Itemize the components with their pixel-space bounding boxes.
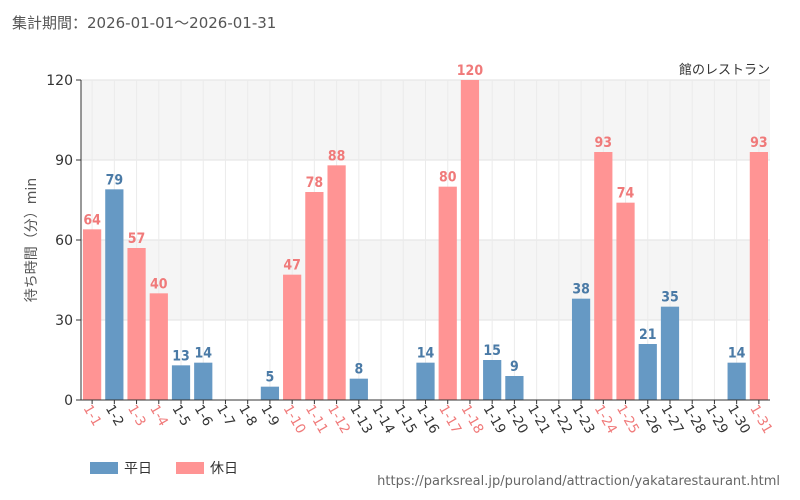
x-tick-label: 1-21	[524, 402, 553, 437]
x-tick-label: 1-4	[146, 402, 171, 429]
bar-1-27[interactable]	[660, 306, 680, 400]
data-label: 38	[572, 282, 590, 298]
bar-1-30[interactable]	[727, 362, 746, 400]
data-label: 93	[750, 135, 768, 151]
data-label: 5	[266, 370, 275, 386]
data-label: 13	[172, 348, 190, 364]
bar-1-31[interactable]	[749, 152, 768, 400]
x-tick-label: 1-13	[346, 402, 375, 437]
bar-1-12[interactable]	[327, 165, 346, 400]
bar-1-23[interactable]	[571, 298, 591, 400]
y-tick-label: 90	[55, 153, 73, 169]
x-tick-label: 1-29	[702, 402, 731, 437]
data-label: 57	[128, 231, 146, 247]
bar-1-6[interactable]	[194, 362, 213, 400]
bar-1-18[interactable]	[460, 80, 480, 400]
data-label: 14	[728, 346, 746, 362]
x-tick-label: 1-19	[480, 402, 509, 437]
x-tick-label: 1-9	[257, 402, 282, 429]
data-label: 9	[510, 359, 519, 375]
x-tick-label: 1-27	[658, 402, 687, 437]
legend-item-holiday[interactable]: 休日	[176, 458, 238, 478]
source-link[interactable]: https://parksreal.jp/puroland/attraction…	[377, 474, 780, 489]
x-tick-label: 1-14	[369, 402, 398, 437]
data-label: 64	[83, 212, 101, 228]
data-label: 15	[483, 343, 501, 359]
bar-1-5[interactable]	[171, 365, 191, 400]
data-label: 88	[328, 148, 346, 164]
bar-1-1[interactable]	[83, 229, 102, 400]
x-tick-label: 1-8	[235, 402, 260, 429]
data-label: 93	[595, 135, 613, 151]
x-tick-label: 1-3	[124, 402, 149, 429]
x-tick-label: 1-11	[302, 402, 331, 437]
legend-item-weekday[interactable]: 平日	[90, 458, 152, 478]
x-tick-label: 1-28	[680, 402, 709, 437]
data-label: 74	[617, 186, 635, 202]
x-tick-label: 1-12	[324, 402, 353, 437]
data-label: 35	[661, 290, 679, 306]
bar-1-20[interactable]	[505, 376, 524, 400]
data-label: 120	[457, 63, 484, 79]
legend-swatch-holiday	[176, 462, 204, 474]
data-label: 14	[417, 346, 435, 362]
x-tick-label: 1-22	[546, 402, 575, 437]
bar-1-13[interactable]	[349, 378, 368, 400]
x-tick-label: 1-31	[746, 402, 775, 437]
bar-1-10[interactable]	[283, 274, 302, 400]
x-tick-label: 1-1	[80, 402, 105, 429]
y-tick-label: 0	[64, 393, 73, 409]
bar-1-9[interactable]	[260, 386, 280, 400]
x-tick-label: 1-18	[457, 402, 486, 437]
x-tick-label: 1-24	[591, 402, 620, 437]
x-tick-label: 1-26	[635, 402, 664, 437]
data-label: 78	[306, 175, 324, 191]
data-label: 47	[283, 258, 301, 274]
y-tick-label: 60	[55, 233, 73, 249]
legend: 平日 休日	[90, 458, 238, 478]
bar-1-2[interactable]	[105, 189, 124, 400]
data-label: 79	[106, 172, 124, 188]
x-tick-label: 1-20	[502, 402, 531, 437]
legend-swatch-weekday	[90, 462, 118, 474]
bar-1-24[interactable]	[594, 152, 613, 400]
bar-1-16[interactable]	[416, 362, 435, 400]
x-tick-label: 1-30	[724, 402, 753, 437]
data-label: 8	[354, 362, 363, 378]
x-tick-label: 1-5	[169, 402, 194, 429]
data-label: 14	[194, 346, 212, 362]
y-tick-label: 30	[55, 313, 73, 329]
data-label: 80	[439, 170, 457, 186]
x-tick-label: 1-16	[413, 402, 442, 437]
bar-1-11[interactable]	[305, 192, 324, 400]
x-tick-label: 1-17	[435, 402, 464, 437]
bar-1-25[interactable]	[616, 202, 635, 400]
data-label: 21	[639, 327, 657, 343]
x-tick-label: 1-6	[191, 402, 216, 429]
x-tick-label: 1-25	[613, 402, 642, 437]
x-tick-label: 1-2	[102, 402, 127, 429]
bar-1-19[interactable]	[483, 360, 502, 400]
bar-1-4[interactable]	[149, 293, 168, 400]
bar-1-17[interactable]	[438, 186, 457, 400]
data-label: 40	[150, 276, 168, 292]
y-tick-label: 120	[46, 73, 73, 89]
chart-title: 館のレストラン	[679, 63, 770, 78]
legend-label-weekday: 平日	[124, 461, 152, 477]
x-tick-label: 1-10	[280, 402, 309, 437]
period-label: 集計期間：2026-01-01〜2026-01-31	[12, 14, 277, 32]
legend-label-holiday: 休日	[210, 461, 238, 477]
y-axis-label: 待ち時間（分）min	[24, 178, 40, 302]
x-tick-label: 1-7	[213, 402, 238, 429]
bar-1-26[interactable]	[638, 344, 657, 400]
bar-1-3[interactable]	[127, 248, 146, 400]
x-tick-label: 1-15	[391, 402, 420, 437]
x-tick-label: 1-23	[569, 402, 598, 437]
